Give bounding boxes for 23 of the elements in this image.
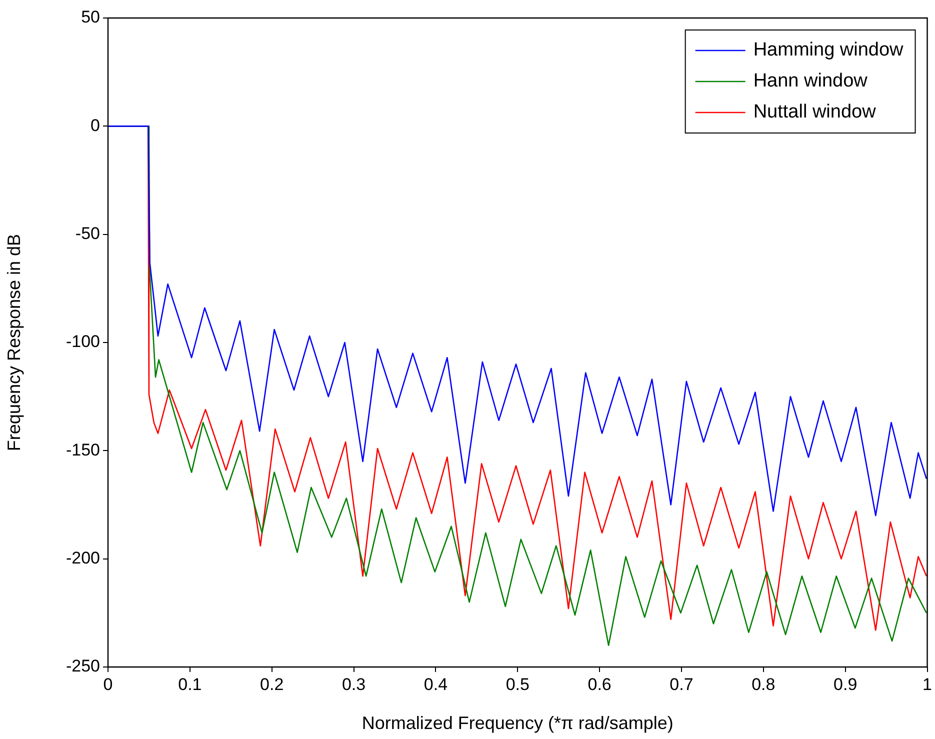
legend-label: Hamming window xyxy=(753,40,904,61)
y-tick-label: -100 xyxy=(66,332,100,352)
y-tick-label: -50 xyxy=(75,224,100,244)
x-tick-label: 1 xyxy=(922,674,932,694)
y-tick-label: -250 xyxy=(66,656,100,676)
x-tick-label: 0.9 xyxy=(834,674,858,694)
x-tick-label: 0.7 xyxy=(670,674,694,694)
x-tick-label: 0.3 xyxy=(342,674,366,694)
x-tick-label: 0.6 xyxy=(588,674,612,694)
x-tick-label: 0.5 xyxy=(506,674,530,694)
legend-label: Nuttall window xyxy=(753,102,876,123)
y-tick-label: 0 xyxy=(90,116,100,135)
x-tick-label: 0.4 xyxy=(424,674,448,694)
y-tick-label: -200 xyxy=(66,548,100,568)
x-tick-label: 0.2 xyxy=(260,674,284,694)
y-axis-title: Frequency Response in dB xyxy=(4,234,24,452)
legend-label: Hann window xyxy=(753,70,868,92)
x-axis-title: Normalized Frequency (*π rad/sample) xyxy=(362,713,674,734)
x-tick-label: 0.1 xyxy=(178,674,202,694)
x-tick-label: 0.8 xyxy=(752,674,776,694)
y-tick-label: -150 xyxy=(66,440,100,460)
y-tick-label: 50 xyxy=(81,8,100,27)
x-tick-label: 0 xyxy=(103,674,113,694)
